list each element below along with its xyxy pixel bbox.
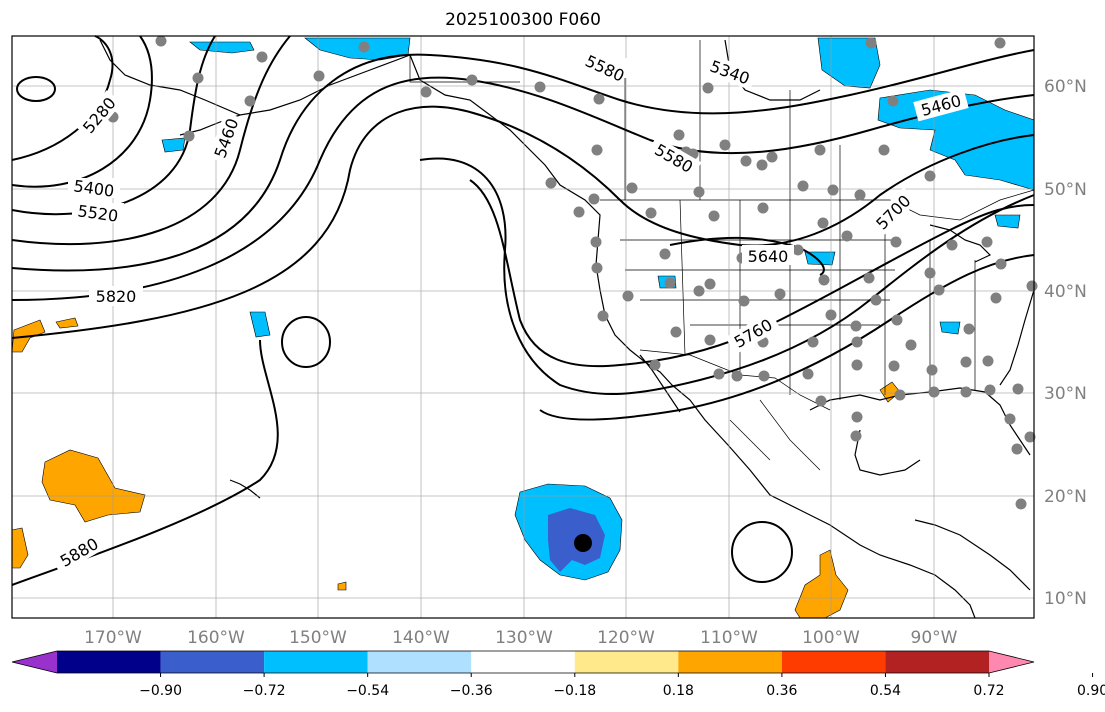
- lon-tick-label: 100°W: [802, 628, 860, 648]
- colorbar-segment: [885, 651, 989, 673]
- colorbar-tick-label: −0.90: [139, 683, 182, 699]
- anomaly-patch-blue: [304, 37, 411, 61]
- colorbar-segment: [160, 651, 265, 673]
- lon-tick-label: 130°W: [495, 628, 553, 648]
- colorbar-segment: [989, 651, 1034, 673]
- lat-tick-label: 60°N: [1044, 77, 1087, 97]
- colorbar-segment: [12, 651, 57, 673]
- map-frame: [11, 35, 1035, 619]
- anomaly-patch-blue: [939, 321, 961, 335]
- map-title: 2025100300 F060: [445, 10, 601, 30]
- colorbar-tick-label: 0.54: [870, 683, 901, 699]
- map-panel: 5280 5400 5520 5580 5640 5700 5760 5820 …: [11, 35, 1038, 619]
- contour-label: 5640: [748, 247, 789, 266]
- lon-tick-label: 150°W: [289, 628, 347, 648]
- colorbar-tick-label: 0.72: [973, 683, 1004, 699]
- lat-tick-label: 40°N: [1044, 282, 1087, 302]
- lat-tick-label: 10°N: [1044, 589, 1087, 609]
- colorbar-tick-label: 0.18: [663, 683, 694, 699]
- us-canada-border: [600, 189, 1035, 221]
- longitude-axis: 170°W 160°W 150°W 140°W 130°W 120°W 110°…: [84, 628, 958, 648]
- contour-high-closed: [281, 316, 331, 368]
- contour-label: 5820: [96, 287, 137, 306]
- anomaly-patch-blue: [817, 37, 881, 89]
- lon-tick-label: 110°W: [700, 628, 758, 648]
- contour-line: [11, 35, 216, 216]
- lat-tick-label: 20°N: [1044, 487, 1087, 507]
- colorbar: −0.90 −0.72 −0.54 −0.36 −0.18 0.18 0.36 0.54 0.7…: [11, 650, 1105, 699]
- colorbar-segment: [57, 651, 161, 673]
- central-america-coast: [914, 519, 1031, 591]
- colorbar-tick-label: −0.54: [346, 683, 389, 699]
- colorbar-segment: [264, 651, 368, 673]
- hawaii-islands: [229, 479, 261, 499]
- contour-high-closed: [731, 521, 793, 583]
- colorbar-segment: [781, 651, 886, 673]
- anomaly-patch-orange: [55, 317, 79, 329]
- east-coast: [999, 289, 1035, 386]
- contour-low-closed: [16, 76, 56, 102]
- colorbar-tick-label: −0.18: [553, 683, 596, 699]
- lon-tick-label: 140°W: [392, 628, 450, 648]
- contour-line: [419, 157, 1035, 396]
- anomaly-patch-blue: [189, 41, 255, 54]
- storm-center-marker: [574, 534, 592, 552]
- lon-tick-label: 170°W: [84, 628, 142, 648]
- colorbar-tick-label: −0.72: [243, 683, 286, 699]
- baja-peninsula-coast: [639, 354, 681, 413]
- lon-tick-label: 120°W: [597, 628, 655, 648]
- contour-line: [11, 49, 1035, 272]
- colorbar-segment: [574, 651, 679, 673]
- colorbar-tick-label: 0.36: [766, 683, 797, 699]
- anomaly-patch-blue: [249, 311, 271, 338]
- colorbar-segment: [471, 651, 575, 673]
- latitude-axis: 60°N 50°N 40°N 30°N 20°N 10°N: [1044, 77, 1087, 609]
- colorbar-segment: [678, 651, 782, 673]
- lon-tick-label: 160°W: [187, 628, 245, 648]
- colorbar-tick-label: 0.90: [1077, 683, 1105, 699]
- gulf-of-mexico-coast: [809, 387, 1031, 456]
- contour-line: [11, 35, 291, 246]
- contour-line: [539, 254, 1035, 421]
- contour-line: [469, 179, 1035, 368]
- colorbar-segment: [367, 651, 472, 673]
- station-markers: [107, 35, 1038, 510]
- great-lakes: [929, 224, 992, 263]
- contour-line: [11, 35, 114, 161]
- gridlines: [12, 36, 1034, 618]
- contour-line: [11, 35, 153, 188]
- mexico-states: [729, 399, 821, 471]
- anomaly-patch-orange: [41, 449, 146, 523]
- lon-tick-label: 90°W: [911, 628, 958, 648]
- contour-line: [11, 105, 1035, 339]
- lat-tick-label: 30°N: [1044, 384, 1087, 404]
- us-mexico-border: [639, 349, 831, 411]
- anomaly-patch-blue: [161, 137, 186, 153]
- contour-line: [11, 76, 1035, 301]
- lat-tick-label: 50°N: [1044, 180, 1087, 200]
- north-america-coastline: [409, 54, 976, 619]
- colorbar-outline: [11, 650, 1035, 674]
- anomaly-patch-orange: [337, 581, 347, 591]
- yucatan-coast: [854, 429, 921, 476]
- colorbar-tick-label: −0.36: [450, 683, 493, 699]
- height-contours: [11, 35, 1035, 586]
- alaska-coast: [99, 39, 411, 116]
- anomaly-patch-blue: [994, 214, 1021, 229]
